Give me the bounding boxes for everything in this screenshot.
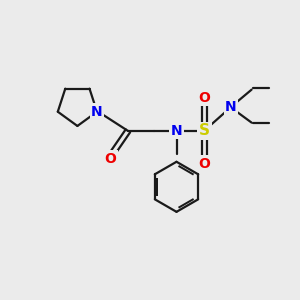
Text: N: N: [171, 124, 182, 138]
Text: O: O: [199, 157, 210, 171]
Text: O: O: [104, 152, 116, 166]
Text: O: O: [199, 91, 210, 105]
Text: N: N: [91, 105, 103, 119]
Text: S: S: [199, 123, 210, 138]
Text: N: N: [225, 100, 237, 114]
